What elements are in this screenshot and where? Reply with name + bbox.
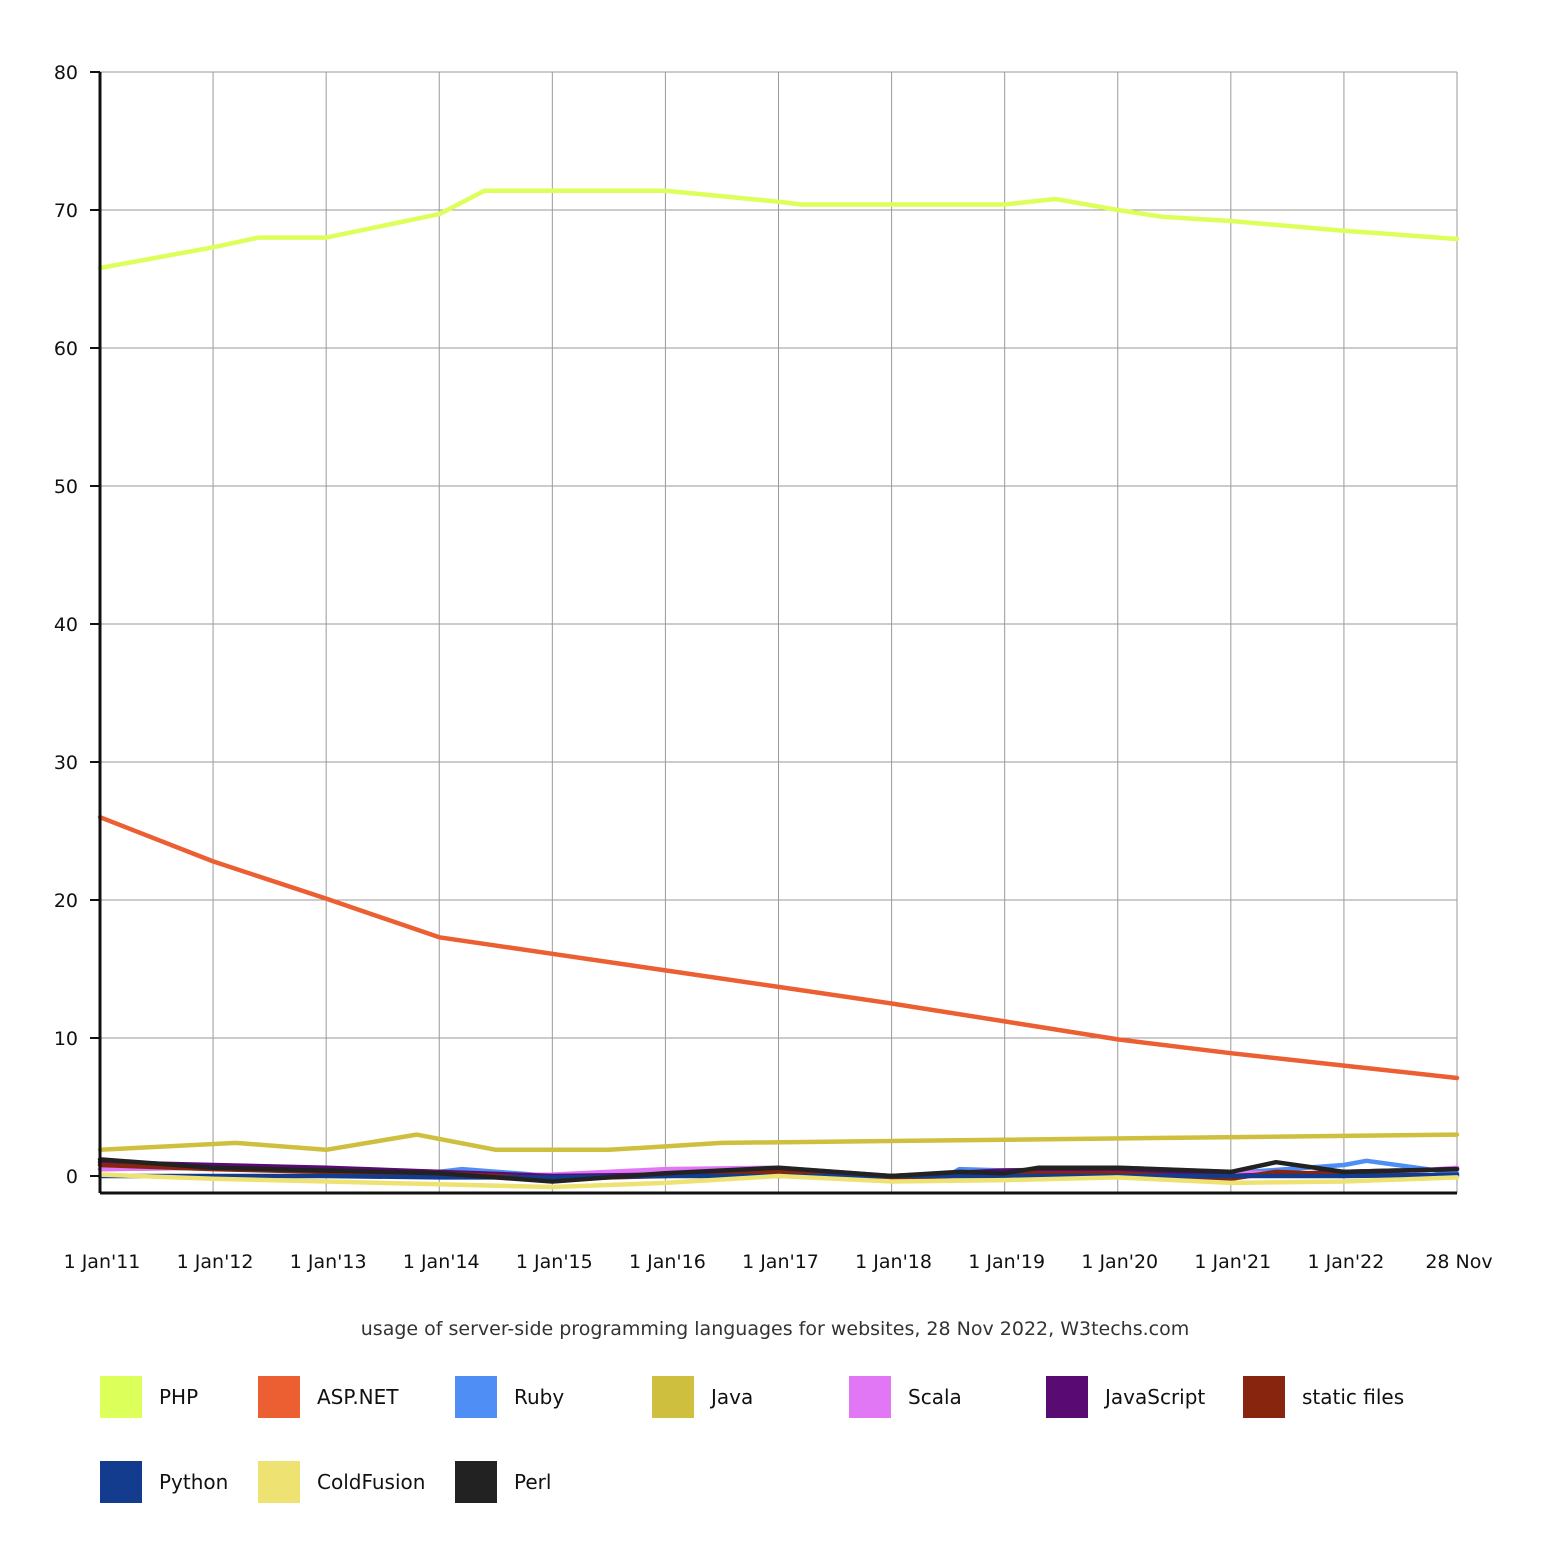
legend-item: Python xyxy=(100,1460,228,1504)
legend-swatch xyxy=(100,1376,142,1418)
x-tick-label: 1 Jan'19 xyxy=(968,1251,1045,1273)
legend-item: ASP.NET xyxy=(258,1375,399,1419)
y-tick-label: 30 xyxy=(54,752,78,774)
series-line-coldfusion xyxy=(97,1172,1460,1190)
legend-swatch xyxy=(1243,1376,1285,1418)
legend-item: Ruby xyxy=(455,1375,564,1419)
x-tick-label: 1 Jan'17 xyxy=(742,1251,819,1273)
y-tick-label: 0 xyxy=(66,1166,78,1188)
legend-label: PHP xyxy=(159,1385,199,1409)
y-tick-label: 40 xyxy=(54,614,78,636)
y-axis-ticks: 0 10 20 30 40 50 60 70 80 xyxy=(54,62,100,1188)
x-tick-label: 1 Jan'22 xyxy=(1308,1251,1385,1273)
legend-label: JavaScript xyxy=(1105,1385,1206,1409)
x-tick-label: 1 Jan'16 xyxy=(629,1251,706,1273)
y-tick-label: 80 xyxy=(54,62,78,84)
y-tick-label: 50 xyxy=(54,476,78,498)
legend-item: Scala xyxy=(849,1375,962,1419)
y-tick-label: 60 xyxy=(54,338,78,360)
legend-item: Perl xyxy=(455,1460,551,1504)
x-tick-label: 1 Jan'13 xyxy=(290,1251,367,1273)
x-tick-label: 1 Jan'12 xyxy=(177,1251,254,1273)
y-tick-label: 70 xyxy=(54,200,78,222)
legend-swatch xyxy=(849,1376,891,1418)
y-tick-label: 10 xyxy=(54,1028,78,1050)
legend-label: ColdFusion xyxy=(317,1470,426,1494)
x-tick-label: 1 Jan'18 xyxy=(855,1251,932,1273)
x-tick-label: 1 Jan'15 xyxy=(516,1251,593,1273)
legend-item: Java xyxy=(652,1375,753,1419)
legend-label: static files xyxy=(1302,1385,1405,1409)
chart-caption: usage of server-side programming languag… xyxy=(360,1318,1190,1340)
series-line-perl xyxy=(97,1157,1460,1184)
legend-label: Java xyxy=(711,1385,754,1409)
legend-swatch xyxy=(1046,1376,1088,1418)
legend-swatch xyxy=(258,1461,300,1503)
legend-swatch xyxy=(258,1376,300,1418)
grid xyxy=(99,71,1458,1193)
legend-swatch xyxy=(455,1461,497,1503)
legend-item: ColdFusion xyxy=(258,1460,425,1504)
legend-label: Python xyxy=(159,1470,229,1494)
legend-item: PHP xyxy=(100,1375,198,1419)
series-line-asp-net xyxy=(97,814,1460,1081)
x-axis-ticks: 1 Jan'11 1 Jan'12 1 Jan'13 1 Jan'14 1 Jan'15… xyxy=(64,1251,1493,1273)
axes xyxy=(98,72,1457,1195)
legend-item: static files xyxy=(1243,1375,1404,1419)
legend-swatch xyxy=(100,1461,142,1503)
legend-label: Perl xyxy=(514,1470,552,1494)
x-tick-label: 1 Jan'11 xyxy=(64,1251,141,1273)
x-tick-label: 1 Jan'14 xyxy=(403,1251,480,1273)
legend-label: ASP.NET xyxy=(317,1385,399,1409)
series-lines xyxy=(97,188,1460,1190)
series-line-java xyxy=(97,1132,1460,1153)
legend-swatch xyxy=(652,1376,694,1418)
x-tick-label: 28 Nov xyxy=(1425,1251,1492,1273)
y-tick-label: 20 xyxy=(54,890,78,912)
series-line-php xyxy=(97,188,1460,271)
x-tick-label: 1 Jan'20 xyxy=(1081,1251,1158,1273)
legend-item: JavaScript xyxy=(1046,1375,1205,1419)
legend-swatch xyxy=(455,1376,497,1418)
legend-label: Ruby xyxy=(514,1385,565,1409)
x-tick-label: 1 Jan'21 xyxy=(1194,1251,1271,1273)
legend-label: Scala xyxy=(908,1385,962,1409)
